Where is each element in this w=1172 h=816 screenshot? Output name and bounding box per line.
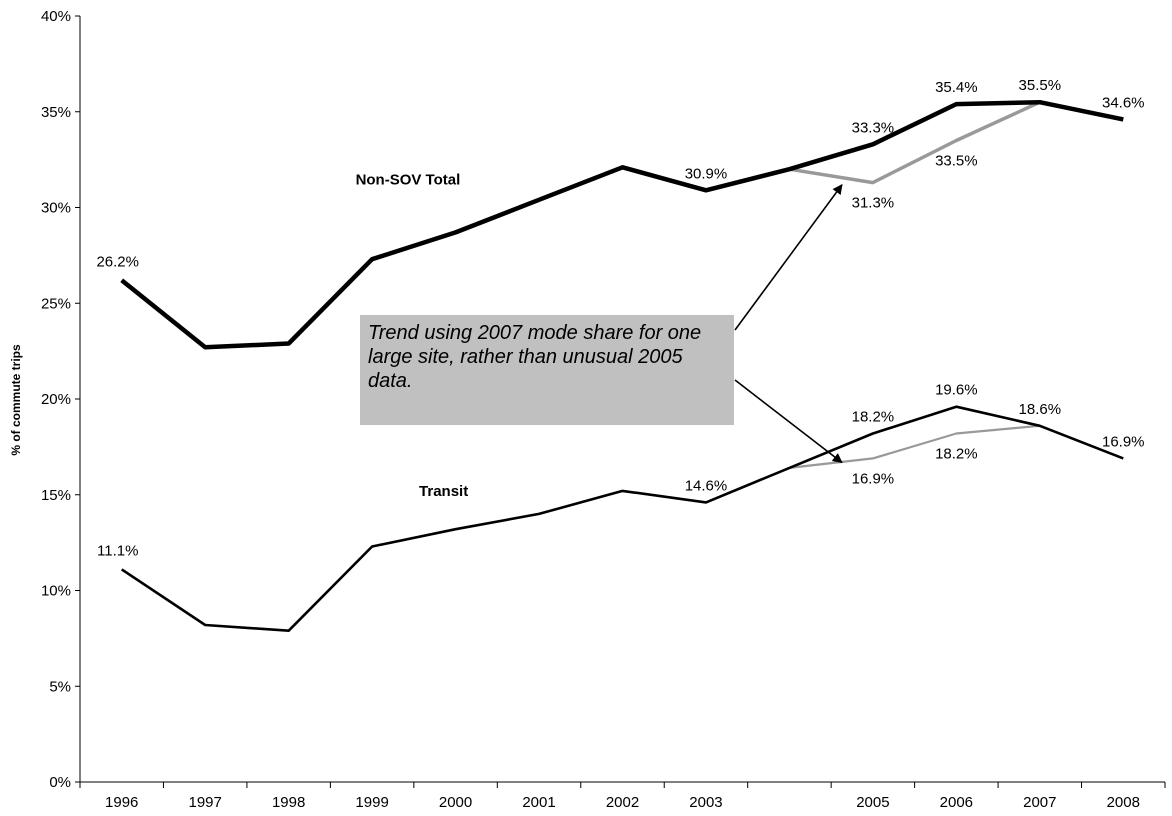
data-label: 11.1% [97,542,138,559]
data-label: 33.3% [852,119,895,136]
data-label: 18.2% [935,445,978,462]
data-label: 19.6% [935,382,978,399]
data-label: 26.2% [96,253,139,270]
series-name-label: Non-SOV Total [356,171,461,188]
x-tick-label: 2003 [689,794,722,811]
y-tick-label: 35% [41,104,71,121]
y-tick-label: 40% [41,8,71,25]
y-tick-label: 10% [41,583,71,600]
data-label: 18.6% [1019,401,1062,418]
y-tick-label: 30% [41,200,71,217]
annotation-arrow [734,184,843,331]
y-tick-label: 25% [41,295,71,312]
data-label: 14.6% [685,477,728,494]
y-tick-label: 5% [49,678,71,695]
x-tick-label: 2000 [439,794,472,811]
series-line-non-sov-total [120,99,1124,350]
data-label: 16.9% [1102,433,1145,450]
data-label: 16.9% [852,470,895,487]
data-label: 18.2% [852,408,895,425]
x-tick-label: 2002 [606,794,639,811]
series-layer: Non-SOV Total Transit [120,99,1124,632]
x-tick-label: 1996 [105,794,138,811]
series-line-alt-thick [789,100,1041,185]
x-tick-label: 2007 [1023,794,1056,811]
y-tick-label: 15% [41,487,71,504]
x-tick-label: 1999 [355,794,388,811]
x-tick-label: 1998 [272,794,305,811]
y-tick-label: 20% [41,391,71,408]
data-labels: 26.2% 30.9% 33.3% 35.4% 35.5% 34.6% 31.3% 33.5%… [96,77,1144,559]
series-line-transit [120,405,1124,632]
data-label: 33.5% [935,152,978,169]
x-tick-label: 2005 [856,794,889,811]
y-tick-label: 0% [49,774,71,791]
x-tick-label: 2006 [940,794,973,811]
data-label: 31.3% [852,195,895,212]
series-name-label: Transit [419,483,468,500]
data-label: 30.9% [685,165,728,182]
annotation-arrow [734,379,843,464]
x-tick-label: 1997 [189,794,222,811]
x-tick-label: 2001 [522,794,555,811]
axes: 0% 5% 10% 15% 20% 25% 30% 35% 40% 1996 1997 1998 199… [41,8,1166,811]
data-label: 34.6% [1102,94,1145,111]
x-tick-label: 2008 [1107,794,1140,811]
data-label: 35.5% [1019,77,1062,94]
annotation-callout: Trend using 2007 mode share for one larg… [360,315,734,425]
y-axis-title: % of commute trips [9,344,23,456]
data-label: 35.4% [935,79,978,96]
annotation-arrows [734,184,843,464]
series-line-alt-thin [789,424,1040,469]
